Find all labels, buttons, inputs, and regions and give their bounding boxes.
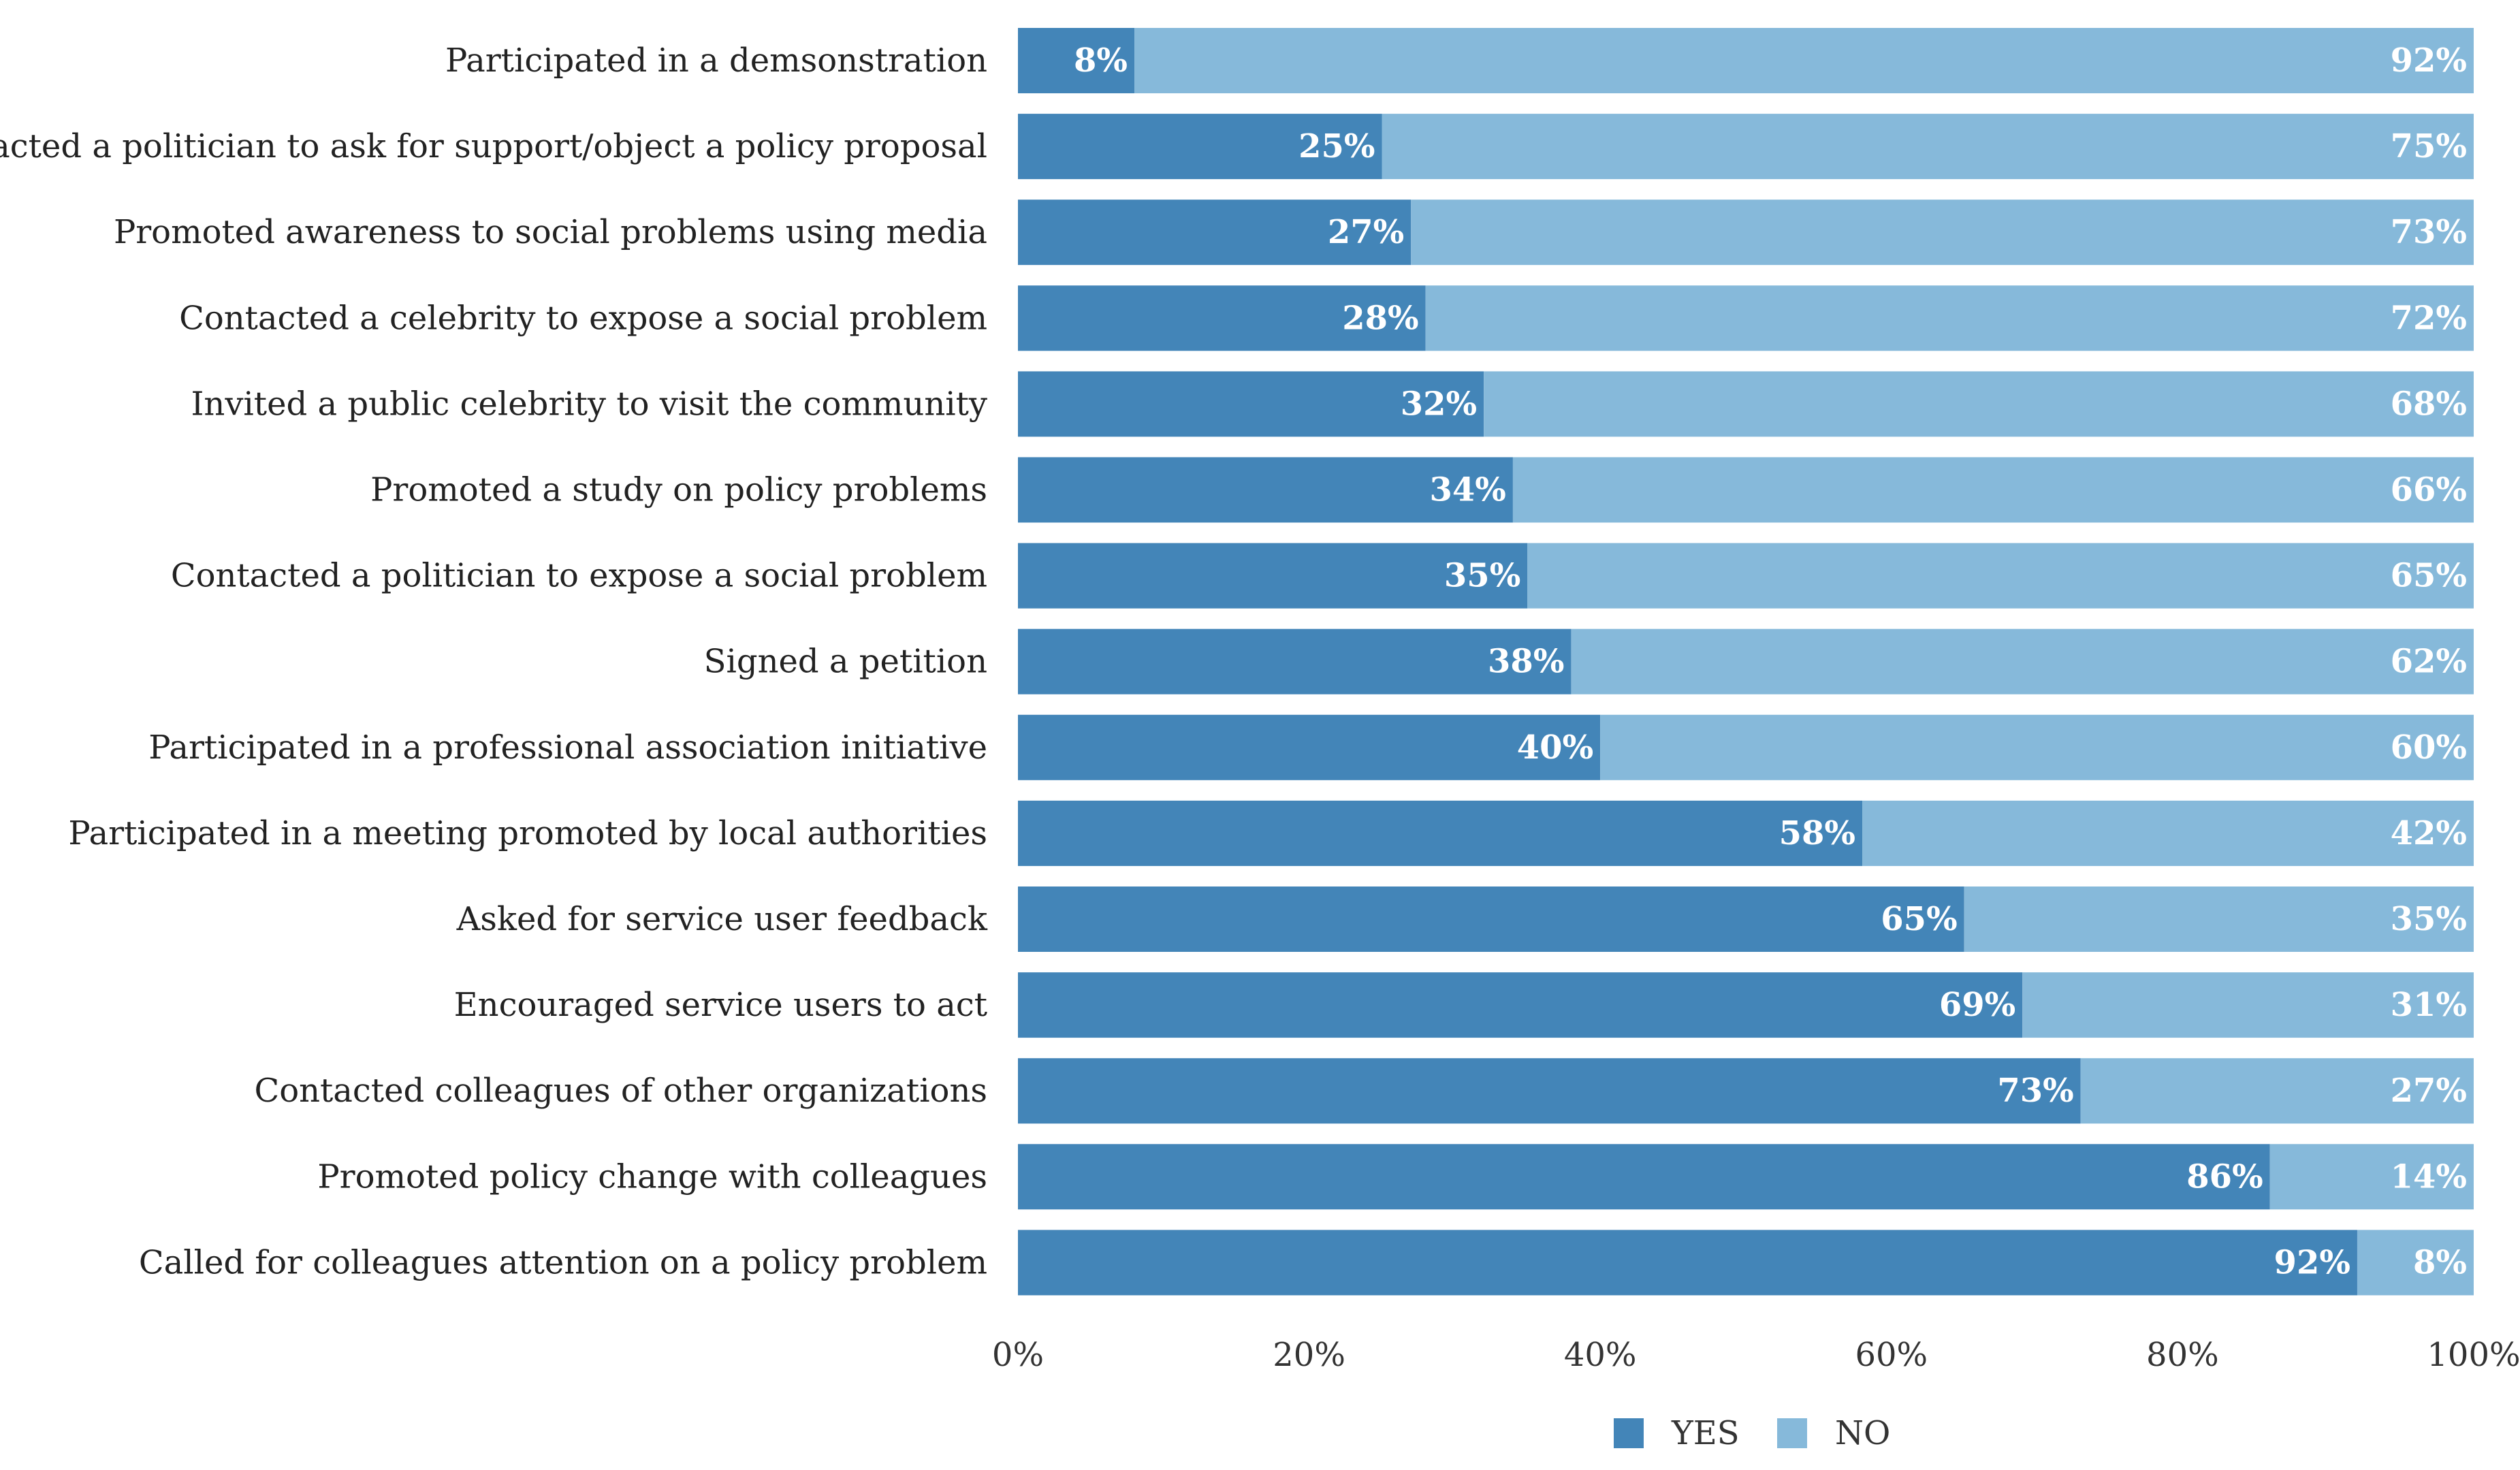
no-data-label: 92% — [2391, 42, 2467, 80]
x-tick-label: 100% — [2427, 1336, 2520, 1374]
yes-bar — [1018, 285, 1426, 351]
no-bar — [2080, 1058, 2474, 1124]
category-label: Participated in a demsonstration — [445, 42, 987, 80]
category-label: Participated in a meeting promoted by lo… — [68, 814, 987, 852]
category-label: Promoted awareness to social problems us… — [114, 213, 987, 251]
yes-data-label: 35% — [1444, 557, 1520, 595]
yes-bar — [1018, 371, 1484, 437]
no-bar — [1484, 371, 2474, 437]
yes-data-label: 25% — [1298, 127, 1375, 165]
category-label: Contacted colleagues of other organizati… — [254, 1072, 987, 1110]
no-data-label: 65% — [2391, 557, 2467, 595]
no-bar — [1382, 114, 2474, 180]
x-tick-label: 80% — [2146, 1336, 2219, 1374]
no-bar — [1411, 199, 2474, 266]
yes-data-label: 86% — [2186, 1157, 2263, 1196]
no-bar — [2357, 1230, 2474, 1296]
yes-data-label: 58% — [1779, 814, 1855, 852]
no-data-label: 31% — [2391, 986, 2467, 1024]
yes-legend-swatch — [1614, 1418, 1644, 1448]
category-label: Contacted a celebrity to expose a social… — [179, 299, 987, 337]
x-tick-label: 60% — [1855, 1336, 1928, 1374]
yes-bar — [1018, 1144, 2270, 1210]
no-data-label: 73% — [2391, 213, 2467, 251]
yes-bar — [1018, 800, 1863, 866]
no-data-label: 42% — [2391, 814, 2467, 852]
yes-data-label: 73% — [1997, 1072, 2073, 1110]
no-data-label: 8% — [2413, 1243, 2467, 1281]
yes-bar — [1018, 457, 1513, 523]
x-tick-label: 0% — [992, 1336, 1044, 1374]
no-bar — [1964, 886, 2474, 952]
no-bar — [1527, 543, 2474, 609]
category-label: Participated in a professional associati… — [148, 729, 987, 767]
category-label: Encouraged service users to act — [454, 986, 987, 1024]
category-label: Contacted a politician to ask for suppor… — [0, 127, 987, 165]
no-bar — [1862, 800, 2474, 866]
yes-bar — [1018, 1230, 2357, 1296]
no-data-label: 68% — [2391, 385, 2467, 423]
yes-bar — [1018, 199, 1411, 266]
yes-data-label: 8% — [1074, 42, 1128, 80]
category-label: Asked for service user feedback — [456, 900, 988, 938]
x-tick-label: 40% — [1564, 1336, 1637, 1374]
yes-data-label: 34% — [1430, 471, 1506, 509]
no-legend-swatch — [1777, 1418, 1807, 1448]
yes-bar — [1018, 543, 1528, 609]
no-bar — [1425, 285, 2474, 351]
no-bar — [1600, 714, 2474, 780]
category-label: Invited a public celebrity to visit the … — [191, 385, 987, 423]
no-data-label: 72% — [2391, 299, 2467, 337]
no-data-label: 14% — [2391, 1157, 2467, 1196]
category-label: Promoted policy change with colleagues — [317, 1157, 987, 1196]
yes-bar — [1018, 972, 2023, 1038]
no-bar — [2269, 1144, 2474, 1210]
no-legend-label: NO — [1835, 1414, 1890, 1452]
no-data-label: 66% — [2391, 471, 2467, 509]
category-label: Called for colleagues attention on a pol… — [139, 1243, 987, 1281]
no-data-label: 60% — [2391, 729, 2467, 767]
yes-bar — [1018, 628, 1572, 694]
yes-data-label: 27% — [1328, 213, 1404, 251]
category-label: Promoted a study on policy problems — [370, 471, 987, 509]
category-label: Contacted a politician to expose a socia… — [171, 557, 987, 595]
yes-data-label: 40% — [1517, 729, 1593, 767]
no-bar — [2022, 972, 2474, 1038]
no-bar — [1134, 28, 2474, 93]
category-label: Signed a petition — [704, 643, 987, 681]
x-tick-label: 20% — [1273, 1336, 1345, 1374]
yes-legend-label: YES — [1671, 1414, 1740, 1452]
no-data-label: 35% — [2391, 900, 2467, 938]
yes-bar — [1018, 1058, 2081, 1124]
yes-bar — [1018, 28, 1135, 93]
yes-data-label: 69% — [1939, 986, 2015, 1024]
yes-bar — [1018, 714, 1601, 780]
yes-data-label: 38% — [1488, 643, 1564, 681]
yes-data-label: 65% — [1881, 900, 1957, 938]
yes-data-label: 32% — [1401, 385, 1477, 423]
yes-bar — [1018, 886, 1964, 952]
no-bar — [1571, 628, 2474, 694]
no-data-label: 27% — [2391, 1072, 2467, 1110]
yes-bar — [1018, 114, 1382, 180]
yes-data-label: 28% — [1342, 299, 1418, 337]
no-data-label: 75% — [2391, 127, 2467, 165]
yes-data-label: 92% — [2274, 1243, 2350, 1281]
no-bar — [1512, 457, 2474, 523]
no-data-label: 62% — [2391, 643, 2467, 681]
